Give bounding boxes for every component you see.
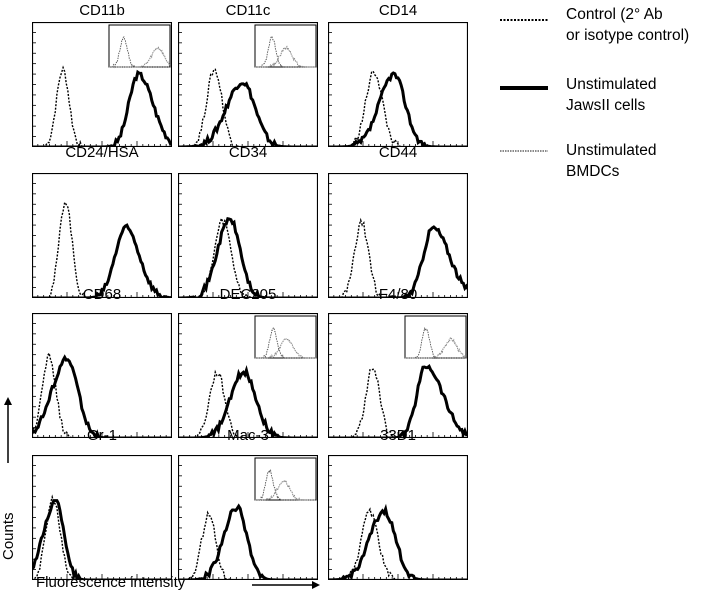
control-histogram	[178, 68, 318, 147]
jawsii-histogram	[328, 225, 468, 298]
inset-bmdc-histogram	[109, 46, 171, 68]
x-axis-label: Fluorescence intensity	[36, 574, 186, 591]
plot-frame	[178, 455, 318, 580]
inset-bmdc-histogram	[405, 337, 467, 359]
x-axis-arrow	[252, 581, 320, 589]
histogram-33d1	[328, 455, 468, 580]
bmdc-inset	[254, 315, 317, 360]
control-histogram	[178, 216, 318, 298]
control-histogram	[328, 507, 468, 580]
histogram-f4-80	[328, 313, 468, 438]
plot-frame	[178, 173, 318, 298]
histogram-cd34	[178, 173, 318, 298]
histogram-mac-3	[178, 455, 318, 580]
panel-title-cd44: CD44	[378, 144, 418, 161]
histogram-cd68	[32, 313, 172, 438]
legend-label-jawsii: Unstimulated JawsII cells	[566, 76, 657, 114]
histogram-dec205	[178, 313, 318, 438]
histogram-cd44	[328, 173, 468, 298]
inset-bmdc-histogram	[255, 479, 316, 502]
jawsii-histogram	[178, 81, 318, 147]
control-histogram	[178, 510, 318, 580]
jawsii-histogram	[178, 217, 318, 298]
panel-title-33d1: 33D1	[380, 427, 416, 444]
inset-control-histogram	[255, 468, 316, 501]
bmdc-inset	[108, 24, 171, 69]
histogram-cd14	[328, 22, 468, 147]
histogram-cd11c	[178, 22, 318, 147]
panel-title-dec205: DEC205	[219, 286, 277, 303]
plot-frame	[32, 455, 172, 580]
jawsii-histogram	[328, 364, 468, 438]
histogram-cd24-hsa	[32, 173, 172, 298]
plot-frame	[328, 22, 468, 147]
jawsii-histogram	[178, 503, 318, 580]
control-histogram	[32, 351, 172, 438]
legend-label-control: Control (2° Ab or isotype control)	[566, 6, 690, 44]
panel-title-cd11c: CD11c	[225, 2, 271, 19]
y-axis-arrow	[4, 397, 12, 463]
jawsii-histogram	[32, 69, 172, 147]
histogram-cd11b	[32, 22, 172, 147]
control-histogram	[32, 200, 172, 298]
bmdc-inset	[254, 457, 317, 502]
y-axis-label: Counts	[0, 512, 17, 560]
panel-title-gr-1: Gr-1	[87, 427, 117, 444]
plot-frame	[32, 173, 172, 298]
jawsii-histogram	[178, 365, 318, 438]
control-histogram	[328, 70, 468, 147]
bmdc-inset	[404, 315, 467, 359]
jawsii-histogram	[328, 71, 468, 147]
jawsii-histogram	[32, 354, 172, 438]
panel-title-mac-3: Mac-3	[227, 427, 269, 444]
jawsii-histogram	[32, 499, 172, 580]
control-histogram	[32, 494, 172, 580]
legend-swatch-bmdc	[500, 150, 548, 152]
panel-title-f4-80: F4/80	[378, 286, 418, 303]
histogram-gr-1	[32, 455, 172, 580]
bmdc-inset	[254, 24, 317, 69]
panel-title-cd34: CD34	[228, 144, 268, 161]
panel-title-cd24-hsa: CD24/HSA	[65, 144, 139, 161]
panel-title-cd14: CD14	[378, 2, 418, 19]
control-histogram	[32, 65, 172, 147]
inset-bmdc-histogram	[255, 45, 316, 69]
plot-frame	[328, 455, 468, 580]
plot-frame	[328, 173, 468, 298]
legend-label-bmdc: Unstimulated BMDCs	[566, 142, 657, 180]
jawsii-histogram	[32, 223, 172, 298]
panel-title-cd68: CD68	[82, 286, 122, 303]
jawsii-histogram	[328, 503, 468, 580]
inset-bmdc-histogram	[255, 337, 316, 360]
panel-title-cd11b: CD11b	[79, 2, 125, 19]
legend-swatch-jawsii	[500, 86, 548, 90]
legend-swatch-control	[500, 19, 548, 21]
